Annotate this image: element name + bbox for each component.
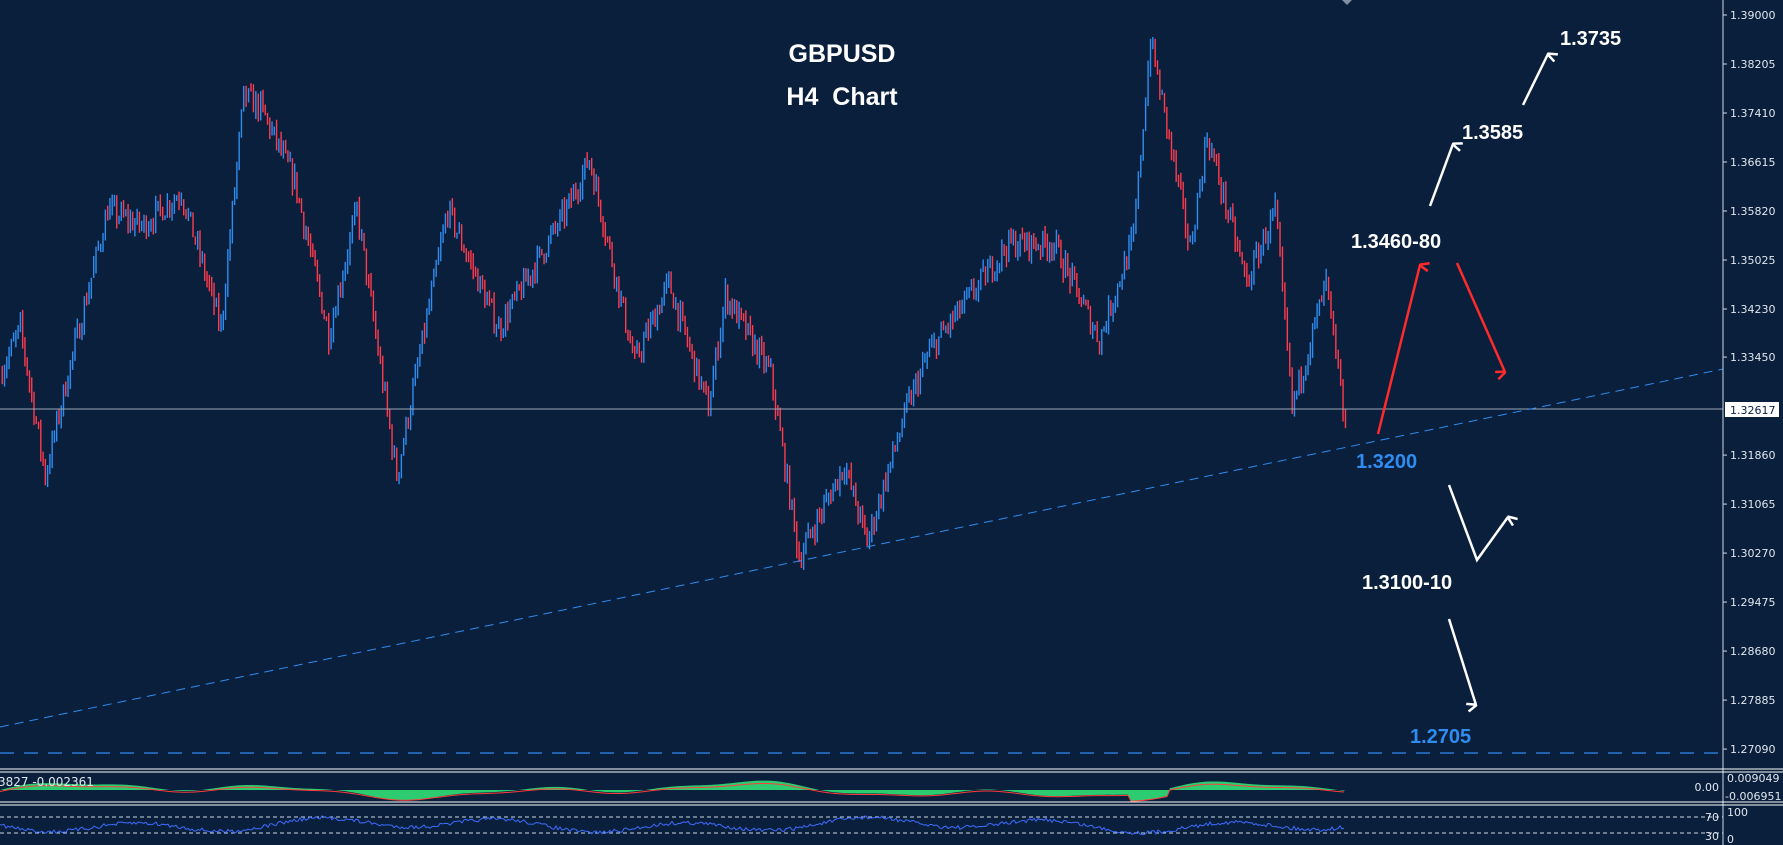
rsi-tick-30: 30 bbox=[1705, 830, 1719, 843]
rsi-panel bbox=[0, 815, 1345, 836]
rsi-tick-100: 100 bbox=[1727, 806, 1748, 819]
macd-tick-max: 0.009049 bbox=[1727, 772, 1780, 785]
arrow-down-red bbox=[1455, 262, 1505, 372]
arrow-down-white bbox=[1447, 618, 1476, 705]
rsi-line bbox=[0, 815, 1345, 836]
rsi-tick-70: 70 bbox=[1705, 811, 1719, 824]
price-tick-label: 1.27885 bbox=[1730, 694, 1776, 707]
support-label-1-3100-10: 1.3100-10 bbox=[1362, 572, 1452, 594]
macd-panel bbox=[0, 780, 1345, 802]
target-label-1-3585: 1.3585 bbox=[1462, 122, 1523, 144]
arrow-up-red bbox=[1376, 265, 1420, 435]
arrow-up-white-2 bbox=[1521, 54, 1548, 106]
macd-histogram bbox=[0, 780, 1345, 802]
arrow-up-white-1 bbox=[1428, 144, 1453, 207]
chart-title: GBPUSD bbox=[789, 40, 896, 68]
price-tick-label: 1.29475 bbox=[1730, 596, 1776, 609]
price-tick-label: 1.35820 bbox=[1730, 205, 1776, 218]
macd-tick-min: -0.006951 bbox=[1725, 790, 1781, 803]
price-tick-label: 1.36615 bbox=[1730, 156, 1776, 169]
price-tick-label: 1.38205 bbox=[1730, 58, 1776, 71]
price-tick-label: 1.33450 bbox=[1730, 351, 1776, 364]
rsi-tick-0: 0 bbox=[1727, 833, 1734, 845]
price-tick-label: 1.37410 bbox=[1730, 107, 1776, 120]
current-price-tag bbox=[1725, 402, 1779, 417]
macd-signal-line bbox=[0, 783, 1345, 802]
price-tick-label: 1.39000 bbox=[1730, 9, 1776, 22]
macd-value-label: 3827 -0.002361 bbox=[0, 775, 94, 789]
support-label-1-3200: 1.3200 bbox=[1356, 451, 1417, 473]
price-tick-label: 1.27090 bbox=[1730, 743, 1776, 756]
current-price-label: 1.32617 bbox=[1730, 404, 1776, 417]
support-label-1-2705: 1.2705 bbox=[1410, 726, 1471, 748]
price-tick-label: 1.30270 bbox=[1730, 547, 1776, 560]
price-tick-label: 1.35025 bbox=[1730, 254, 1776, 267]
price-tick-label: 1.34230 bbox=[1730, 303, 1776, 316]
arrow-v-white bbox=[1447, 484, 1508, 563]
price-tick-label: 1.31860 bbox=[1730, 449, 1776, 462]
chart-subtitle: H4 Chart bbox=[786, 83, 898, 111]
macd-tick-zero: 0.00 bbox=[1695, 781, 1720, 794]
price-candles bbox=[1, 37, 1347, 570]
target-label-1-3735: 1.3735 bbox=[1560, 28, 1621, 50]
price-tick-label: 1.28680 bbox=[1730, 645, 1776, 658]
trendline bbox=[0, 368, 1724, 728]
price-axis[interactable]: 1.39000 1.38205 1.37410 1.36615 1.35820 1.350… bbox=[1723, 9, 1776, 756]
scroll-marker-icon[interactable] bbox=[1342, 0, 1352, 5]
target-label-1-3460-80: 1.3460-80 bbox=[1351, 231, 1441, 253]
price-tick-label: 1.31065 bbox=[1730, 498, 1776, 511]
